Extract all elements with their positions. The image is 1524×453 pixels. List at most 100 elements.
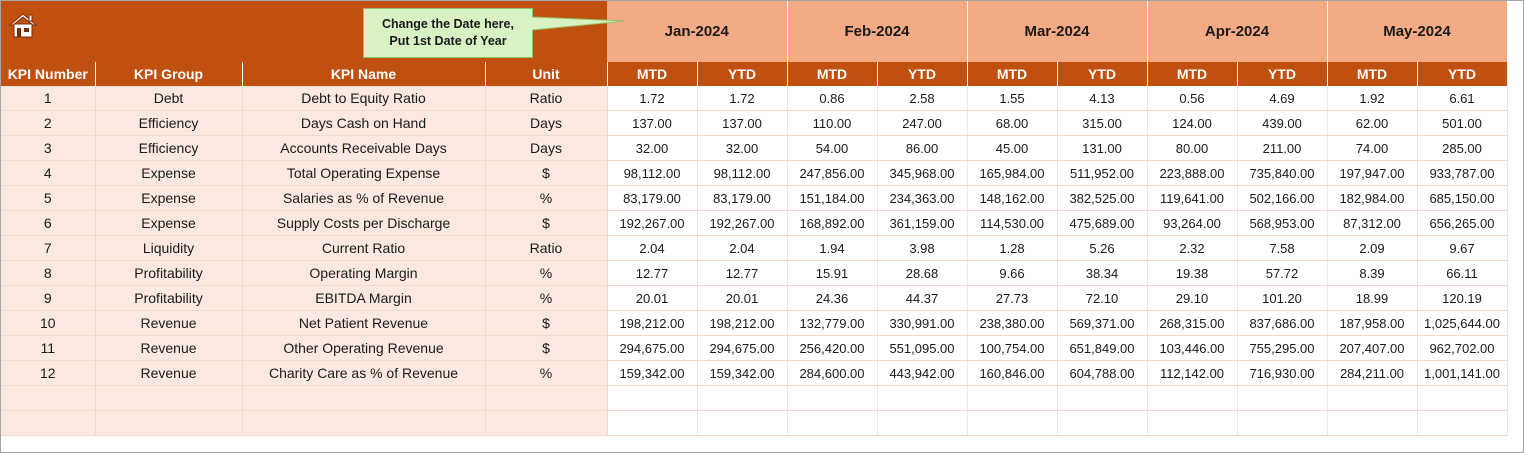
kpi-group-cell[interactable]: Debt: [95, 86, 243, 111]
kpi-number-cell[interactable]: 2: [1, 110, 96, 136]
mtd-value-cell[interactable]: 112,142.00: [1147, 360, 1238, 386]
ytd-value-cell[interactable]: 569,371.00: [1057, 310, 1148, 336]
mtd-value-cell[interactable]: 19.38: [1147, 260, 1238, 286]
ytd-value-cell[interactable]: 382,525.00: [1057, 185, 1148, 211]
kpi-number-cell[interactable]: 5: [1, 185, 96, 211]
ytd-value-cell[interactable]: 57.72: [1237, 260, 1328, 286]
unit-cell[interactable]: %: [485, 360, 608, 386]
empty-cell[interactable]: [1147, 385, 1238, 411]
ytd-value-cell[interactable]: 501.00: [1417, 110, 1508, 136]
empty-cell[interactable]: [607, 410, 698, 436]
ytd-value-cell[interactable]: 4.13: [1057, 86, 1148, 111]
kpi-number-cell[interactable]: 4: [1, 160, 96, 186]
empty-cell[interactable]: [1237, 385, 1328, 411]
empty-cell[interactable]: [1147, 410, 1238, 436]
mtd-value-cell[interactable]: 27.73: [967, 285, 1058, 311]
ytd-value-cell[interactable]: 120.19: [1417, 285, 1508, 311]
kpi-name-cell[interactable]: Salaries as % of Revenue: [242, 185, 486, 211]
mtd-value-cell[interactable]: 83,179.00: [607, 185, 698, 211]
kpi-number-cell[interactable]: 9: [1, 285, 96, 311]
mtd-value-cell[interactable]: 45.00: [967, 135, 1058, 161]
ytd-value-cell[interactable]: 159,342.00: [697, 360, 788, 386]
unit-cell[interactable]: $: [485, 310, 608, 336]
kpi-name-cell[interactable]: Operating Margin: [242, 260, 486, 286]
mtd-value-cell[interactable]: 29.10: [1147, 285, 1238, 311]
kpi-group-cell[interactable]: Revenue: [95, 360, 243, 386]
ytd-value-cell[interactable]: 66.11: [1417, 260, 1508, 286]
mtd-value-cell[interactable]: 137.00: [607, 110, 698, 136]
ytd-value-cell[interactable]: 2.58: [877, 86, 968, 111]
mtd-value-cell[interactable]: 1.28: [967, 235, 1058, 261]
empty-cell[interactable]: [242, 410, 486, 436]
ytd-value-cell[interactable]: 651,849.00: [1057, 335, 1148, 361]
mtd-value-cell[interactable]: 8.39: [1327, 260, 1418, 286]
ytd-value-cell[interactable]: 345,968.00: [877, 160, 968, 186]
mtd-value-cell[interactable]: 268,315.00: [1147, 310, 1238, 336]
mtd-value-cell[interactable]: 165,984.00: [967, 160, 1058, 186]
kpi-number-cell[interactable]: 12: [1, 360, 96, 386]
ytd-value-cell[interactable]: 716,930.00: [1237, 360, 1328, 386]
mtd-value-cell[interactable]: 98,112.00: [607, 160, 698, 186]
mtd-value-cell[interactable]: 20.01: [607, 285, 698, 311]
ytd-value-cell[interactable]: 735,840.00: [1237, 160, 1328, 186]
mtd-value-cell[interactable]: 187,958.00: [1327, 310, 1418, 336]
ytd-value-cell[interactable]: 443,942.00: [877, 360, 968, 386]
ytd-value-cell[interactable]: 44.37: [877, 285, 968, 311]
unit-cell[interactable]: $: [485, 160, 608, 186]
mtd-value-cell[interactable]: 9.66: [967, 260, 1058, 286]
kpi-name-cell[interactable]: Supply Costs per Discharge: [242, 210, 486, 236]
ytd-value-cell[interactable]: 475,689.00: [1057, 210, 1148, 236]
empty-cell[interactable]: [1, 385, 96, 411]
ytd-value-cell[interactable]: 198,212.00: [697, 310, 788, 336]
ytd-value-cell[interactable]: 1,025,644.00: [1417, 310, 1508, 336]
kpi-name-cell[interactable]: Charity Care as % of Revenue: [242, 360, 486, 386]
empty-cell[interactable]: [967, 385, 1058, 411]
mtd-value-cell[interactable]: 68.00: [967, 110, 1058, 136]
mtd-value-cell[interactable]: 294,675.00: [607, 335, 698, 361]
ytd-value-cell[interactable]: 604,788.00: [1057, 360, 1148, 386]
empty-cell[interactable]: [485, 385, 608, 411]
ytd-value-cell[interactable]: 568,953.00: [1237, 210, 1328, 236]
mtd-value-cell[interactable]: 207,407.00: [1327, 335, 1418, 361]
empty-cell[interactable]: [1057, 410, 1148, 436]
empty-cell[interactable]: [242, 385, 486, 411]
kpi-group-cell[interactable]: Profitability: [95, 285, 243, 311]
ytd-value-cell[interactable]: 9.67: [1417, 235, 1508, 261]
mtd-value-cell[interactable]: 24.36: [787, 285, 878, 311]
mtd-value-cell[interactable]: 2.32: [1147, 235, 1238, 261]
ytd-value-cell[interactable]: 755,295.00: [1237, 335, 1328, 361]
ytd-value-cell[interactable]: 192,267.00: [697, 210, 788, 236]
mtd-value-cell[interactable]: 124.00: [1147, 110, 1238, 136]
mtd-value-cell[interactable]: 100,754.00: [967, 335, 1058, 361]
ytd-value-cell[interactable]: 137.00: [697, 110, 788, 136]
ytd-value-cell[interactable]: 4.69: [1237, 86, 1328, 111]
unit-cell[interactable]: %: [485, 285, 608, 311]
kpi-group-cell[interactable]: Expense: [95, 210, 243, 236]
mtd-value-cell[interactable]: 0.86: [787, 86, 878, 111]
empty-cell[interactable]: [1417, 410, 1508, 436]
mtd-value-cell[interactable]: 238,380.00: [967, 310, 1058, 336]
kpi-name-cell[interactable]: EBITDA Margin: [242, 285, 486, 311]
mtd-value-cell[interactable]: 132,779.00: [787, 310, 878, 336]
empty-cell[interactable]: [95, 385, 243, 411]
mtd-value-cell[interactable]: 32.00: [607, 135, 698, 161]
unit-cell[interactable]: %: [485, 185, 608, 211]
ytd-value-cell[interactable]: 5.26: [1057, 235, 1148, 261]
mtd-value-cell[interactable]: 192,267.00: [607, 210, 698, 236]
kpi-group-cell[interactable]: Efficiency: [95, 110, 243, 136]
kpi-group-cell[interactable]: Liquidity: [95, 235, 243, 261]
ytd-value-cell[interactable]: 38.34: [1057, 260, 1148, 286]
mtd-value-cell[interactable]: 223,888.00: [1147, 160, 1238, 186]
mtd-value-cell[interactable]: 148,162.00: [967, 185, 1058, 211]
ytd-value-cell[interactable]: 7.58: [1237, 235, 1328, 261]
kpi-number-cell[interactable]: 8: [1, 260, 96, 286]
empty-cell[interactable]: [787, 410, 878, 436]
ytd-value-cell[interactable]: 502,166.00: [1237, 185, 1328, 211]
ytd-value-cell[interactable]: 439.00: [1237, 110, 1328, 136]
ytd-value-cell[interactable]: 3.98: [877, 235, 968, 261]
ytd-value-cell[interactable]: 361,159.00: [877, 210, 968, 236]
mtd-value-cell[interactable]: 151,184.00: [787, 185, 878, 211]
kpi-number-cell[interactable]: 3: [1, 135, 96, 161]
mtd-value-cell[interactable]: 12.77: [607, 260, 698, 286]
empty-cell[interactable]: [1237, 410, 1328, 436]
